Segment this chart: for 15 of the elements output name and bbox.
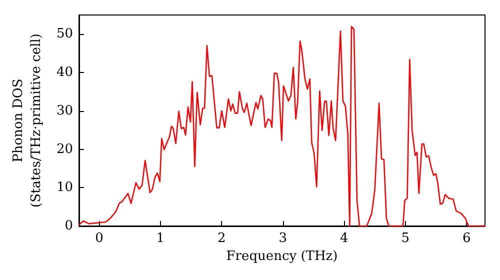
y-tick-label: 30: [56, 103, 73, 118]
x-axis-title: Frequency (THz): [226, 249, 338, 264]
x-tick-label: 0: [95, 231, 104, 246]
y-tick-label: 20: [56, 142, 73, 157]
x-tick-label: 5: [401, 231, 410, 246]
x-tick-label: 6: [462, 231, 471, 246]
x-tick-label: 1: [156, 231, 165, 246]
x-tick-label: 4: [340, 231, 348, 246]
y-tick-label: 50: [56, 26, 73, 42]
x-tick-label: 3: [278, 231, 288, 246]
y-axis-title: Phonon DOS (States/THz·primitive cell): [11, 33, 44, 208]
y-tick-label: 10: [56, 180, 73, 196]
y-tick-label: 0: [64, 218, 73, 234]
x-tick-label: 2: [218, 231, 226, 246]
y-tick-label: 40: [56, 65, 73, 80]
